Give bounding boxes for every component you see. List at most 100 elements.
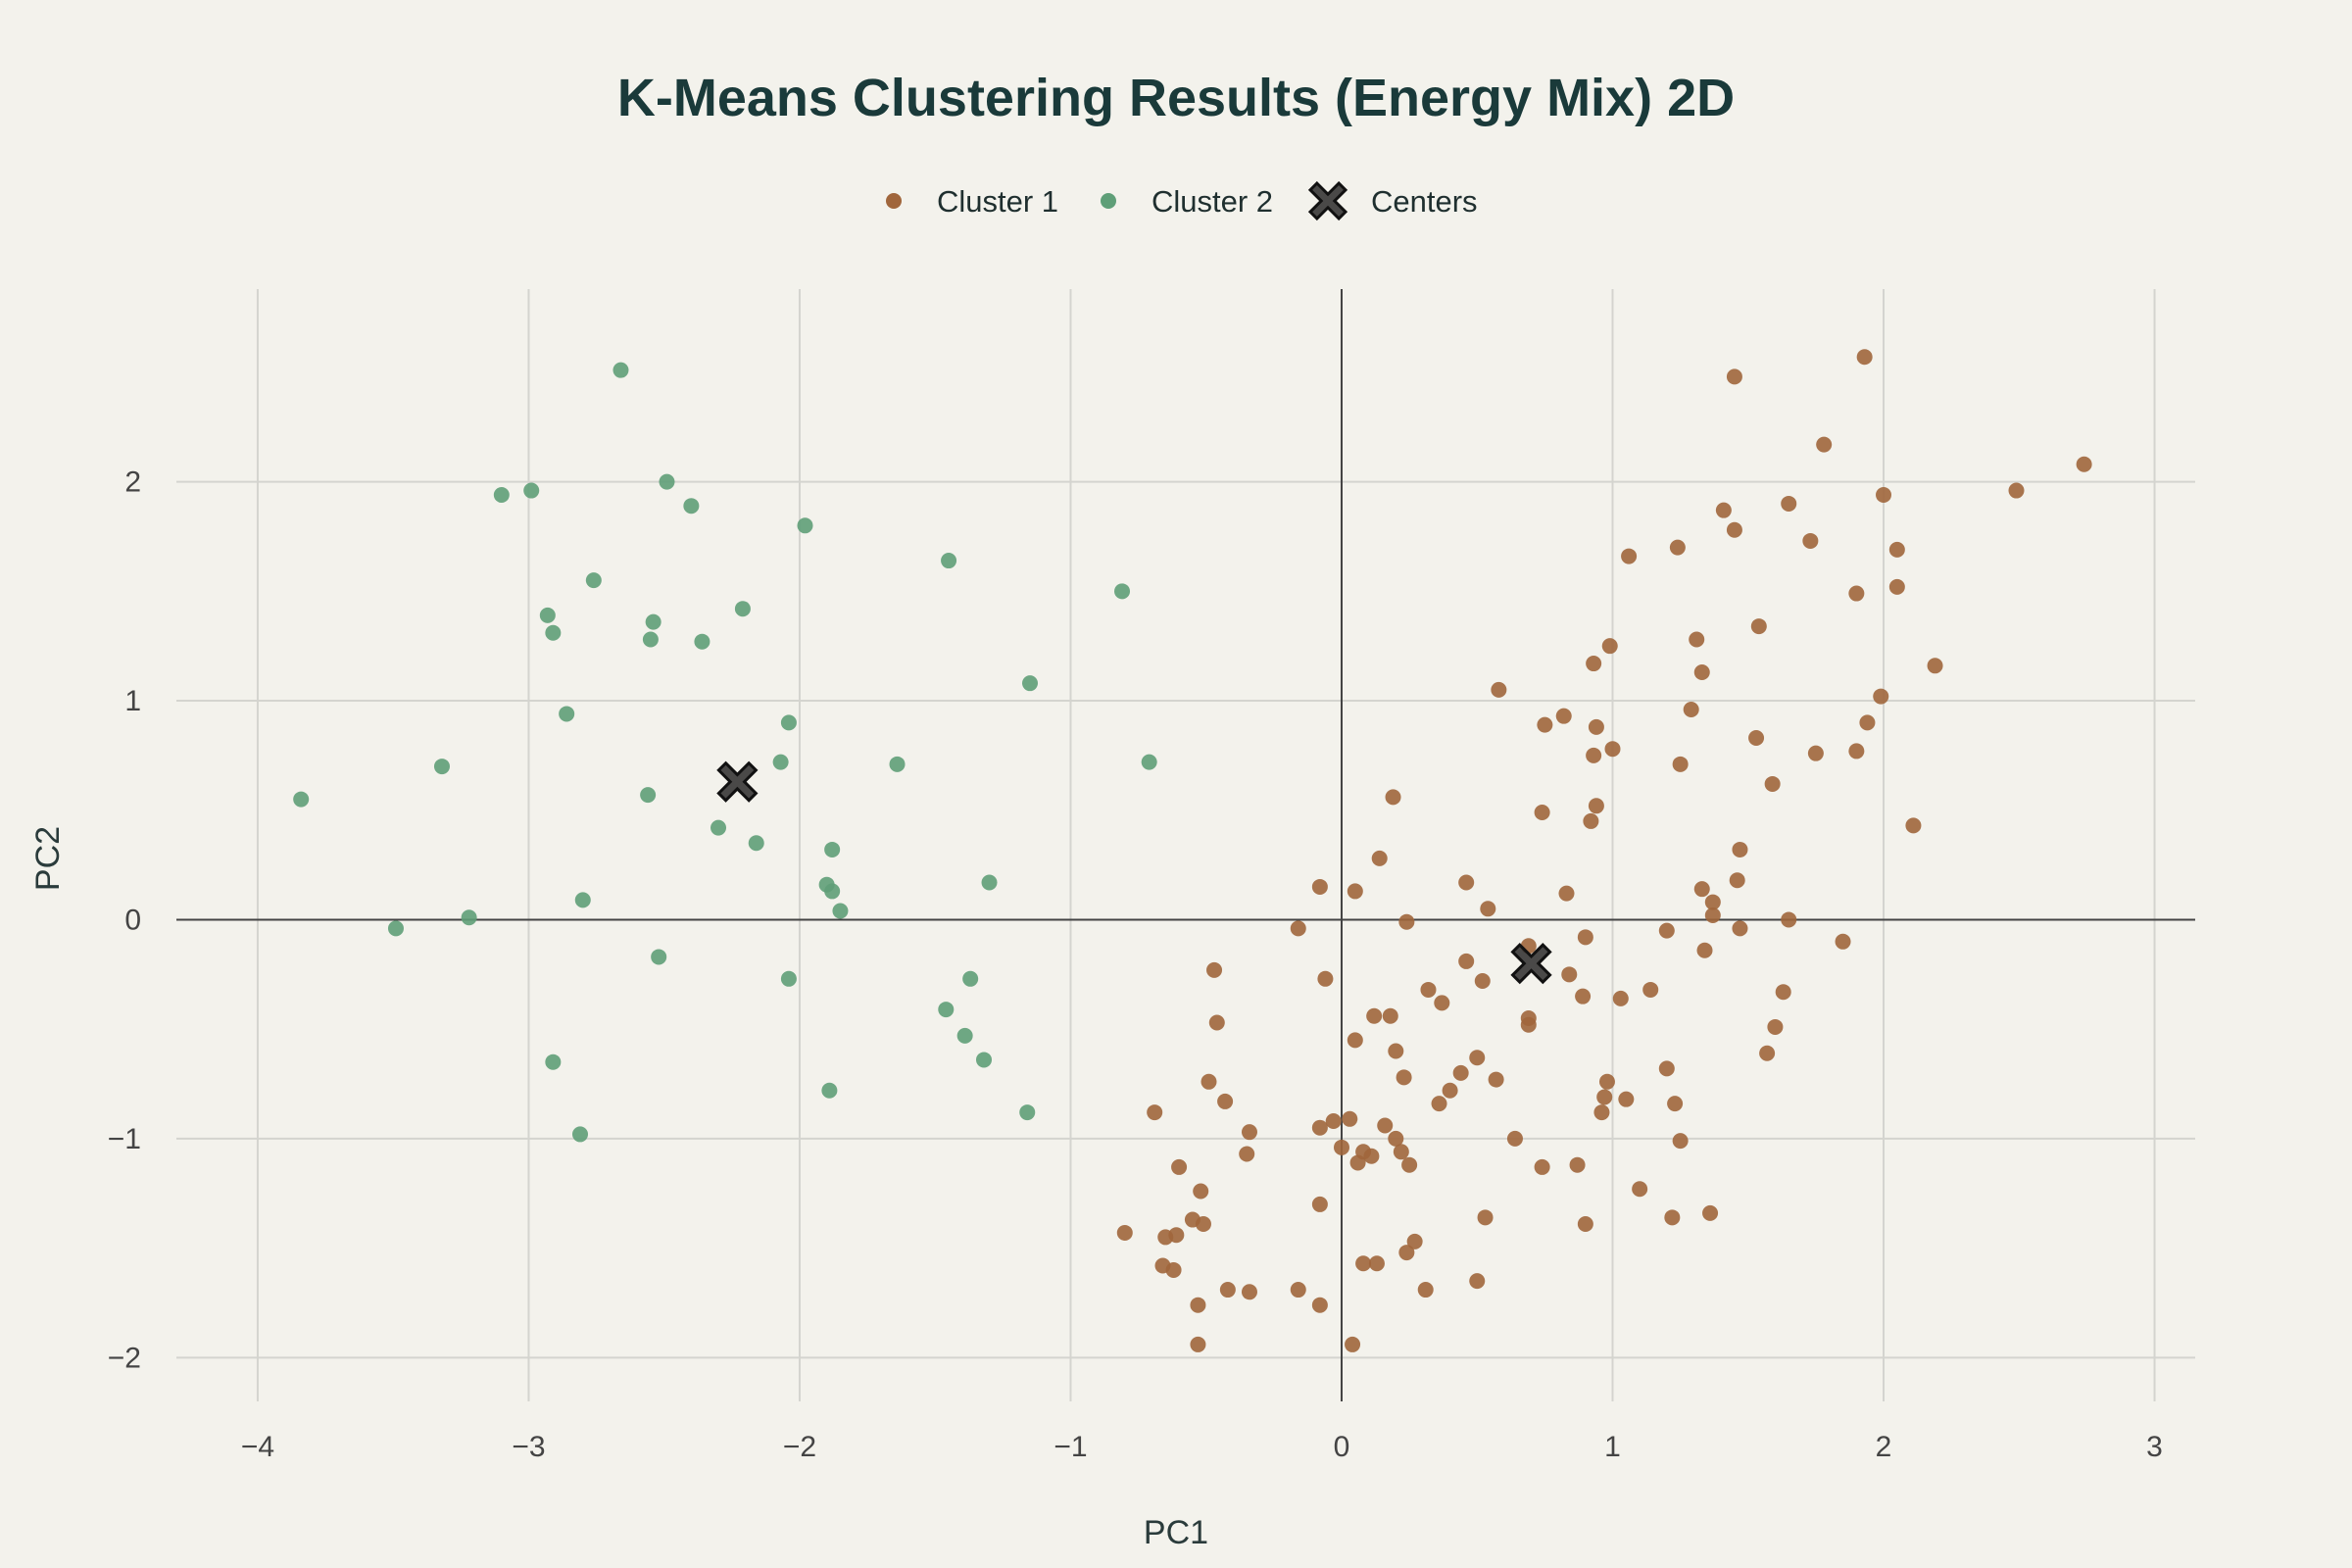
data-point[interactable]	[694, 633, 710, 650]
data-point[interactable]	[1488, 1071, 1504, 1088]
data-point[interactable]	[780, 970, 797, 987]
data-point[interactable]	[1506, 1130, 1523, 1147]
data-point[interactable]	[1325, 1113, 1342, 1130]
data-point[interactable]	[1469, 1273, 1486, 1290]
data-point[interactable]	[1702, 1204, 1719, 1221]
data-point[interactable]	[651, 949, 667, 965]
legend-item-cluster-1[interactable]: Cluster 1	[886, 184, 1058, 219]
data-point[interactable]	[1239, 1146, 1255, 1162]
data-point[interactable]	[780, 714, 797, 731]
data-point[interactable]	[523, 482, 540, 499]
data-point[interactable]	[1200, 1073, 1217, 1090]
data-point[interactable]	[1393, 1144, 1409, 1160]
data-point[interactable]	[1241, 1284, 1257, 1300]
data-point[interactable]	[1355, 1255, 1372, 1272]
data-point[interactable]	[1371, 850, 1388, 866]
data-point[interactable]	[1767, 1018, 1784, 1035]
data-point[interactable]	[1669, 539, 1686, 556]
data-point[interactable]	[1586, 656, 1602, 672]
data-point[interactable]	[545, 624, 562, 641]
data-point[interactable]	[1726, 368, 1742, 385]
data-point[interactable]	[1888, 541, 1905, 558]
data-point[interactable]	[2008, 482, 2025, 499]
data-point[interactable]	[585, 572, 602, 589]
data-point[interactable]	[612, 362, 629, 378]
data-point[interactable]	[1366, 1007, 1383, 1024]
data-point[interactable]	[1621, 548, 1638, 564]
data-point[interactable]	[1748, 730, 1765, 747]
data-point[interactable]	[572, 1126, 588, 1143]
data-point[interactable]	[433, 759, 450, 775]
data-point[interactable]	[387, 920, 404, 937]
data-point[interactable]	[824, 883, 841, 900]
data-point[interactable]	[1848, 585, 1865, 602]
data-point[interactable]	[1667, 1096, 1684, 1112]
data-point[interactable]	[710, 819, 727, 836]
data-point[interactable]	[1171, 1158, 1188, 1175]
data-point[interactable]	[1388, 1043, 1404, 1059]
data-point[interactable]	[1848, 743, 1865, 760]
data-point[interactable]	[1601, 638, 1618, 655]
data-point[interactable]	[1750, 618, 1767, 635]
data-point[interactable]	[1022, 675, 1039, 692]
data-point[interactable]	[1537, 716, 1553, 733]
data-point[interactable]	[1114, 583, 1131, 600]
data-point[interactable]	[1905, 817, 1922, 834]
data-point[interactable]	[1729, 872, 1745, 889]
center-point[interactable]	[1510, 943, 1552, 985]
data-point[interactable]	[1311, 1119, 1328, 1136]
data-point[interactable]	[1683, 701, 1699, 717]
data-point[interactable]	[1577, 929, 1593, 946]
data-point[interactable]	[1141, 754, 1157, 770]
data-point[interactable]	[1157, 1229, 1174, 1246]
data-point[interactable]	[539, 607, 556, 623]
data-point[interactable]	[1764, 775, 1781, 792]
data-point[interactable]	[772, 754, 789, 770]
data-point[interactable]	[1586, 747, 1602, 763]
data-point[interactable]	[1190, 1336, 1206, 1352]
data-point[interactable]	[1206, 961, 1223, 978]
data-point[interactable]	[1569, 1156, 1586, 1173]
data-point[interactable]	[1888, 578, 1905, 595]
data-point[interactable]	[1558, 885, 1575, 902]
data-point[interactable]	[1398, 913, 1415, 930]
data-point[interactable]	[1575, 988, 1592, 1004]
data-point[interactable]	[1693, 663, 1710, 680]
data-point[interactable]	[1431, 1096, 1447, 1112]
data-point[interactable]	[1290, 920, 1306, 937]
data-point[interactable]	[1219, 1282, 1236, 1298]
data-point[interactable]	[1398, 1245, 1415, 1261]
data-point[interactable]	[1363, 1148, 1380, 1164]
data-point[interactable]	[545, 1054, 562, 1070]
data-point[interactable]	[1349, 1154, 1366, 1171]
data-point[interactable]	[1726, 521, 1742, 538]
data-point[interactable]	[1704, 894, 1721, 910]
data-point[interactable]	[1555, 708, 1572, 724]
legend-item-cluster-2[interactable]: Cluster 2	[1101, 184, 1273, 219]
data-point[interactable]	[1715, 502, 1732, 518]
data-point[interactable]	[1577, 1216, 1593, 1233]
data-point[interactable]	[889, 756, 906, 772]
data-point[interactable]	[797, 517, 813, 534]
data-point[interactable]	[938, 1002, 955, 1018]
data-point[interactable]	[1596, 1089, 1613, 1105]
data-point[interactable]	[1458, 874, 1475, 891]
data-point[interactable]	[1452, 1064, 1469, 1081]
data-point[interactable]	[2076, 456, 2092, 472]
data-point[interactable]	[1632, 1181, 1648, 1198]
data-point[interactable]	[1588, 798, 1604, 814]
data-point[interactable]	[1873, 688, 1889, 705]
data-point[interactable]	[1147, 1104, 1163, 1121]
data-point[interactable]	[956, 1027, 973, 1044]
data-point[interactable]	[1317, 970, 1334, 987]
data-point[interactable]	[962, 970, 979, 987]
data-point[interactable]	[1442, 1082, 1458, 1099]
data-point[interactable]	[1593, 1104, 1610, 1121]
data-point[interactable]	[1876, 487, 1892, 504]
data-point[interactable]	[1474, 973, 1491, 990]
data-point[interactable]	[1612, 990, 1629, 1006]
data-point[interactable]	[1377, 1117, 1394, 1134]
data-point[interactable]	[1290, 1282, 1306, 1298]
data-point[interactable]	[1311, 1196, 1328, 1212]
data-point[interactable]	[1477, 1209, 1494, 1226]
